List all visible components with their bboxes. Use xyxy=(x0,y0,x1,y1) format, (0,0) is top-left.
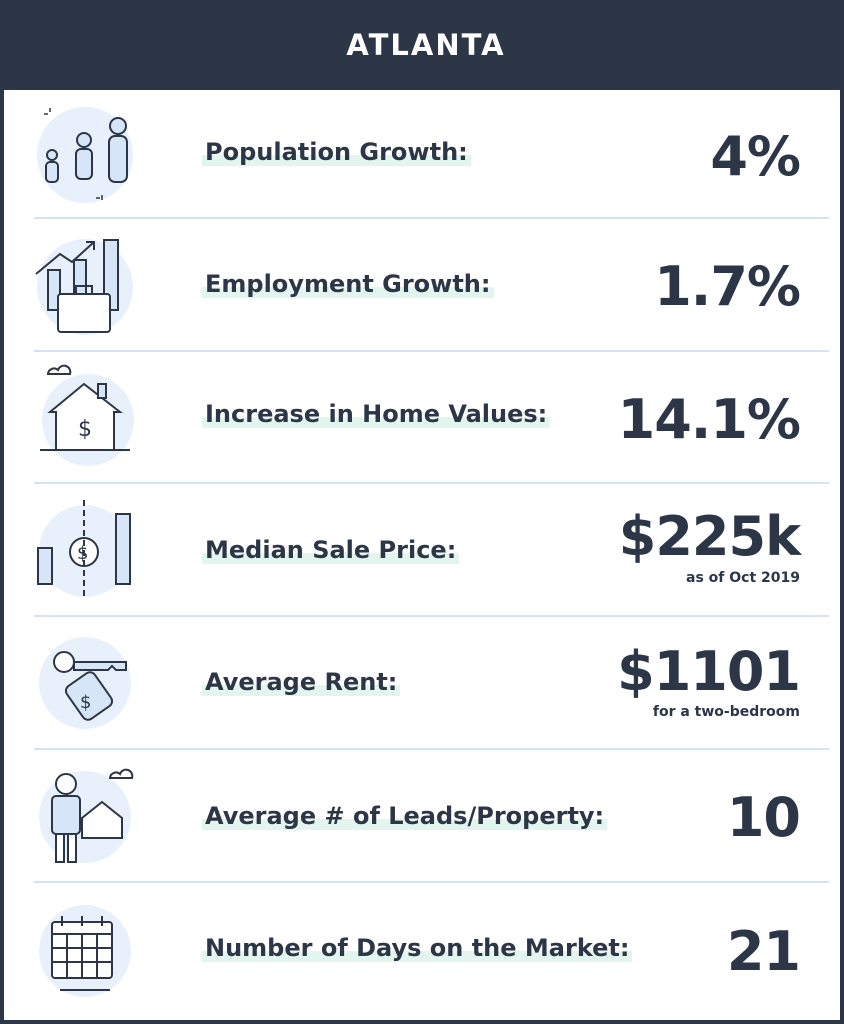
city-title: ATLANTA xyxy=(346,28,506,62)
house-dollar-icon: $ xyxy=(40,364,134,466)
stat-value: 14.1% xyxy=(617,388,801,451)
stat-label: Average # of Leads/Property: xyxy=(202,802,608,830)
person-house-icon xyxy=(39,768,134,863)
divider xyxy=(34,748,829,750)
stat-value: $1101 xyxy=(617,640,801,703)
price-exchange-icon: $ xyxy=(37,500,131,600)
family-icon xyxy=(37,107,133,203)
stat-note: as of Oct 2019 xyxy=(686,570,800,586)
city-header: ATLANTA xyxy=(4,0,844,90)
stat-label: Employment Growth: xyxy=(202,270,494,298)
stat-value: 10 xyxy=(726,786,801,849)
stat-value: $225k xyxy=(618,505,801,568)
svg-text:$: $ xyxy=(80,692,91,713)
stat-label: Average Rent: xyxy=(202,668,401,696)
stat-label: Number of Days on the Market: xyxy=(202,934,633,962)
stat-label: Median Sale Price: xyxy=(202,536,460,564)
calendar-icon xyxy=(39,905,131,997)
stat-value: 21 xyxy=(726,920,801,983)
divider xyxy=(34,217,829,219)
stat-note: for a two-bedroom xyxy=(652,704,800,720)
svg-text:$: $ xyxy=(77,543,88,564)
stat-value: 4% xyxy=(710,125,801,188)
stat-value: 1.7% xyxy=(654,255,801,318)
stat-label: Increase in Home Values: xyxy=(202,400,551,428)
divider xyxy=(34,615,829,617)
stat-label: Population Growth: xyxy=(202,138,471,166)
svg-text:$: $ xyxy=(78,417,92,442)
divider xyxy=(34,881,829,883)
divider xyxy=(34,350,829,352)
key-tag-icon: $ xyxy=(39,637,131,729)
divider xyxy=(34,482,829,484)
briefcase-chart-icon xyxy=(35,239,133,335)
